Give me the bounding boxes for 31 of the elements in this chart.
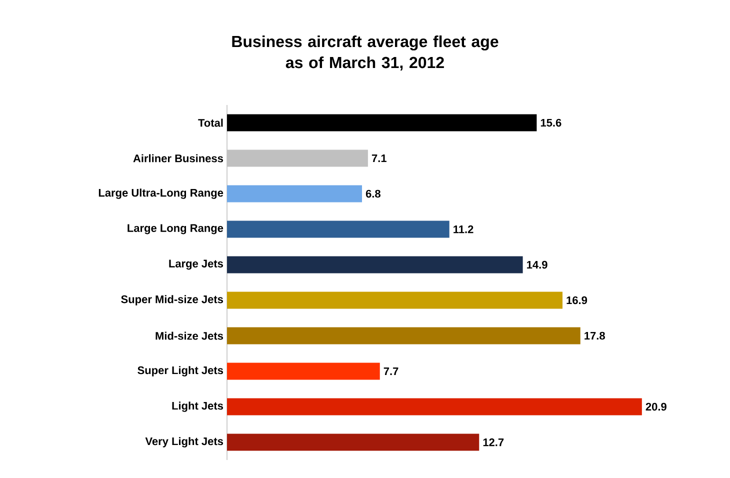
chart-title: Business aircraft average fleet age as of March 31, 2012 bbox=[232, 35, 498, 71]
y-tick-label: Large Jets bbox=[169, 260, 223, 270]
data-label: 16.9 bbox=[566, 296, 588, 304]
data-label: 20.9 bbox=[646, 402, 666, 411]
bar bbox=[227, 114, 537, 132]
data-label: 12.7 bbox=[483, 438, 504, 446]
bar bbox=[227, 292, 563, 309]
bar bbox=[227, 362, 380, 380]
y-tick-label: Super Mid-size Jets bbox=[121, 295, 224, 306]
data-label: 14.9 bbox=[527, 260, 548, 269]
y-tick-label: Large Ultra-Long Range bbox=[98, 188, 224, 199]
bar bbox=[227, 220, 450, 238]
data-label: 6.8 bbox=[366, 190, 380, 198]
y-tick-label: Light Jets bbox=[172, 402, 224, 412]
bar bbox=[227, 256, 523, 274]
y-tick-label: Very Light Jets bbox=[145, 437, 224, 448]
y-tick-label: Large Long Range bbox=[128, 224, 224, 234]
bar bbox=[227, 150, 368, 167]
bar bbox=[227, 327, 580, 344]
y-tick-label: Super Light Jets bbox=[138, 366, 224, 376]
data-label: 11.2 bbox=[454, 225, 474, 234]
y-tick-label: Airliner Business bbox=[133, 154, 224, 162]
bar bbox=[227, 185, 362, 202]
data-label: 17.8 bbox=[584, 332, 605, 340]
data-label: 7.7 bbox=[384, 367, 398, 376]
data-label: 7.1 bbox=[372, 154, 386, 162]
bar bbox=[227, 398, 642, 416]
data-label: 15.6 bbox=[540, 118, 562, 127]
y-tick-label: Total bbox=[198, 118, 223, 127]
y-tick-label: Mid-size Jets bbox=[156, 332, 224, 340]
bar bbox=[227, 434, 480, 451]
